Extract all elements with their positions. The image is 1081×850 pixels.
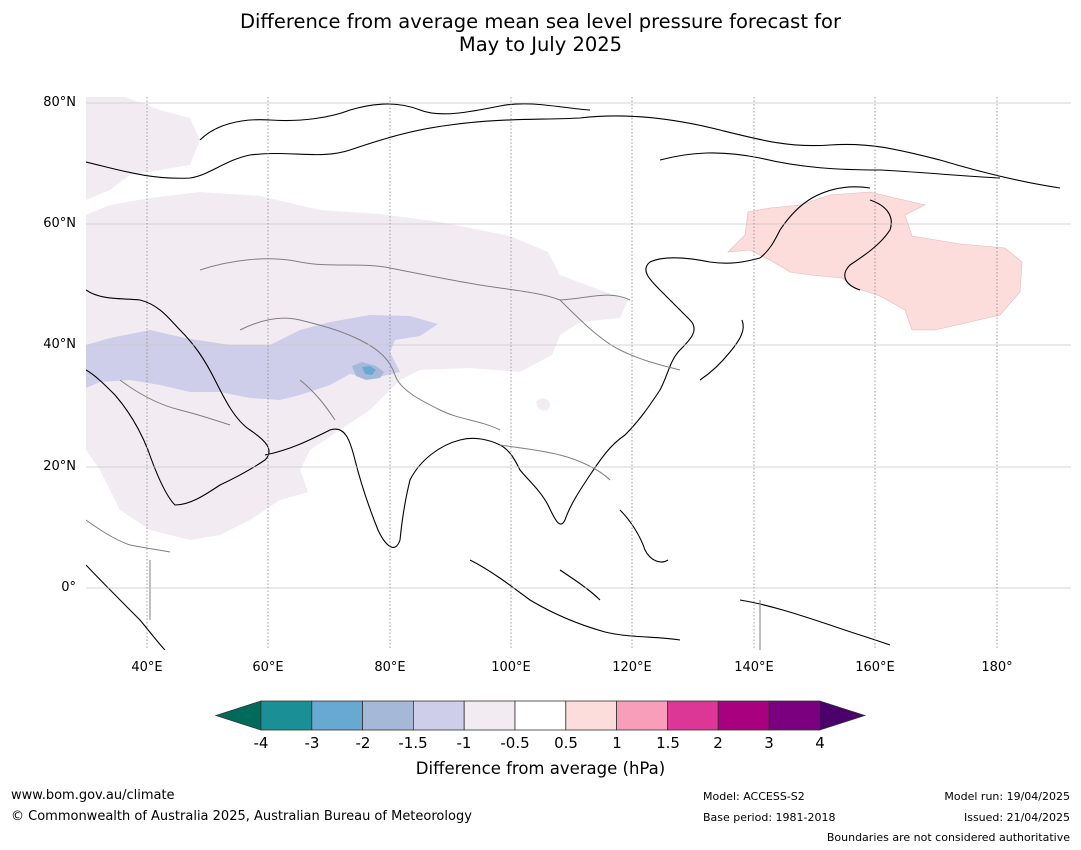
lat-label-80n: 80°N — [43, 95, 76, 110]
colorbar-swatch — [768, 700, 821, 731]
lat-label-20n: 20°N — [43, 459, 76, 474]
colorbar-swatch — [463, 700, 516, 731]
anomaly-region-neg-strongest — [362, 366, 376, 375]
anomaly-region-neg-light-small — [536, 398, 550, 411]
website-link[interactable]: www.bom.gov.au/climate — [11, 788, 175, 803]
colorbar-tick: 0.5 — [554, 734, 578, 752]
anomaly-region-neg-light — [86, 97, 200, 200]
colorbar-tick: 1 — [612, 734, 622, 752]
disclaimer-text: Boundaries are not considered authoritat… — [826, 831, 1070, 844]
issued-text: Issued: 21/04/2025 — [963, 811, 1070, 824]
colorbar-tick: -0.5 — [500, 734, 530, 752]
latitude-gridlines — [86, 102, 1071, 589]
title-line-1: Difference from average mean sea level p… — [240, 10, 841, 33]
colorbar-tick: 2 — [713, 734, 723, 752]
colorbar-swatch — [412, 700, 465, 731]
colorbar-label: Difference from average (hPa) — [415, 759, 666, 778]
base-period-text: Base period: 1981-2018 — [703, 811, 836, 824]
model-text: Model: ACCESS-S2 — [703, 790, 805, 803]
colorbar-swatch — [311, 700, 363, 731]
anomaly-region-neg-mid — [86, 315, 438, 400]
lon-label-140e: 140°E — [734, 660, 774, 675]
lon-label-180: 180° — [981, 660, 1013, 675]
forecast-map — [86, 97, 1071, 650]
colorbar-tick: -2 — [355, 734, 371, 752]
copyright-text: © Commonwealth of Australia 2025, Austra… — [11, 809, 472, 824]
lat-label-60n: 60°N — [43, 216, 76, 231]
colorbar-tick: 4 — [815, 734, 825, 752]
coastlines — [86, 103, 1061, 650]
lat-label-0: 0° — [61, 580, 76, 595]
colorbar-tick: -1 — [456, 734, 472, 752]
colorbar-extend-high — [819, 700, 867, 731]
lon-label-60e: 60°E — [252, 660, 284, 675]
colorbar-swatch — [616, 700, 668, 731]
colorbar-swatch — [667, 700, 719, 731]
title-line-2: May to July 2025 — [458, 33, 623, 56]
lon-label-40e: 40°E — [131, 660, 163, 675]
colorbar-tick: 3 — [764, 734, 774, 752]
lat-label-40n: 40°N — [43, 337, 76, 352]
lon-label-120e: 120°E — [612, 660, 652, 675]
colorbar-swatches — [214, 700, 867, 731]
chart-title: Difference from average mean sea level p… — [0, 10, 1081, 56]
lon-label-100e: 100°E — [491, 660, 531, 675]
anomaly-region-pos — [727, 191, 1023, 331]
colorbar-tick: 1.5 — [656, 734, 680, 752]
colorbar-extend-low — [214, 700, 262, 731]
colorbar-tick: -4 — [253, 734, 269, 752]
lon-label-160e: 160°E — [855, 660, 895, 675]
lon-label-80e: 80°E — [374, 660, 406, 675]
longitude-gridlines — [146, 97, 998, 650]
colorbar-swatch — [362, 700, 414, 731]
map-layers — [86, 97, 1071, 650]
colorbar-tick: -3 — [304, 734, 320, 752]
colorbar-swatch — [717, 700, 770, 731]
borders — [86, 258, 761, 650]
model-run-text: Model run: 19/04/2025 — [944, 790, 1070, 803]
colorbar-swatch — [260, 700, 313, 731]
colorbar-swatch — [514, 700, 567, 731]
colorbar-swatch — [565, 700, 617, 731]
colorbar-tick: -1.5 — [398, 734, 428, 752]
